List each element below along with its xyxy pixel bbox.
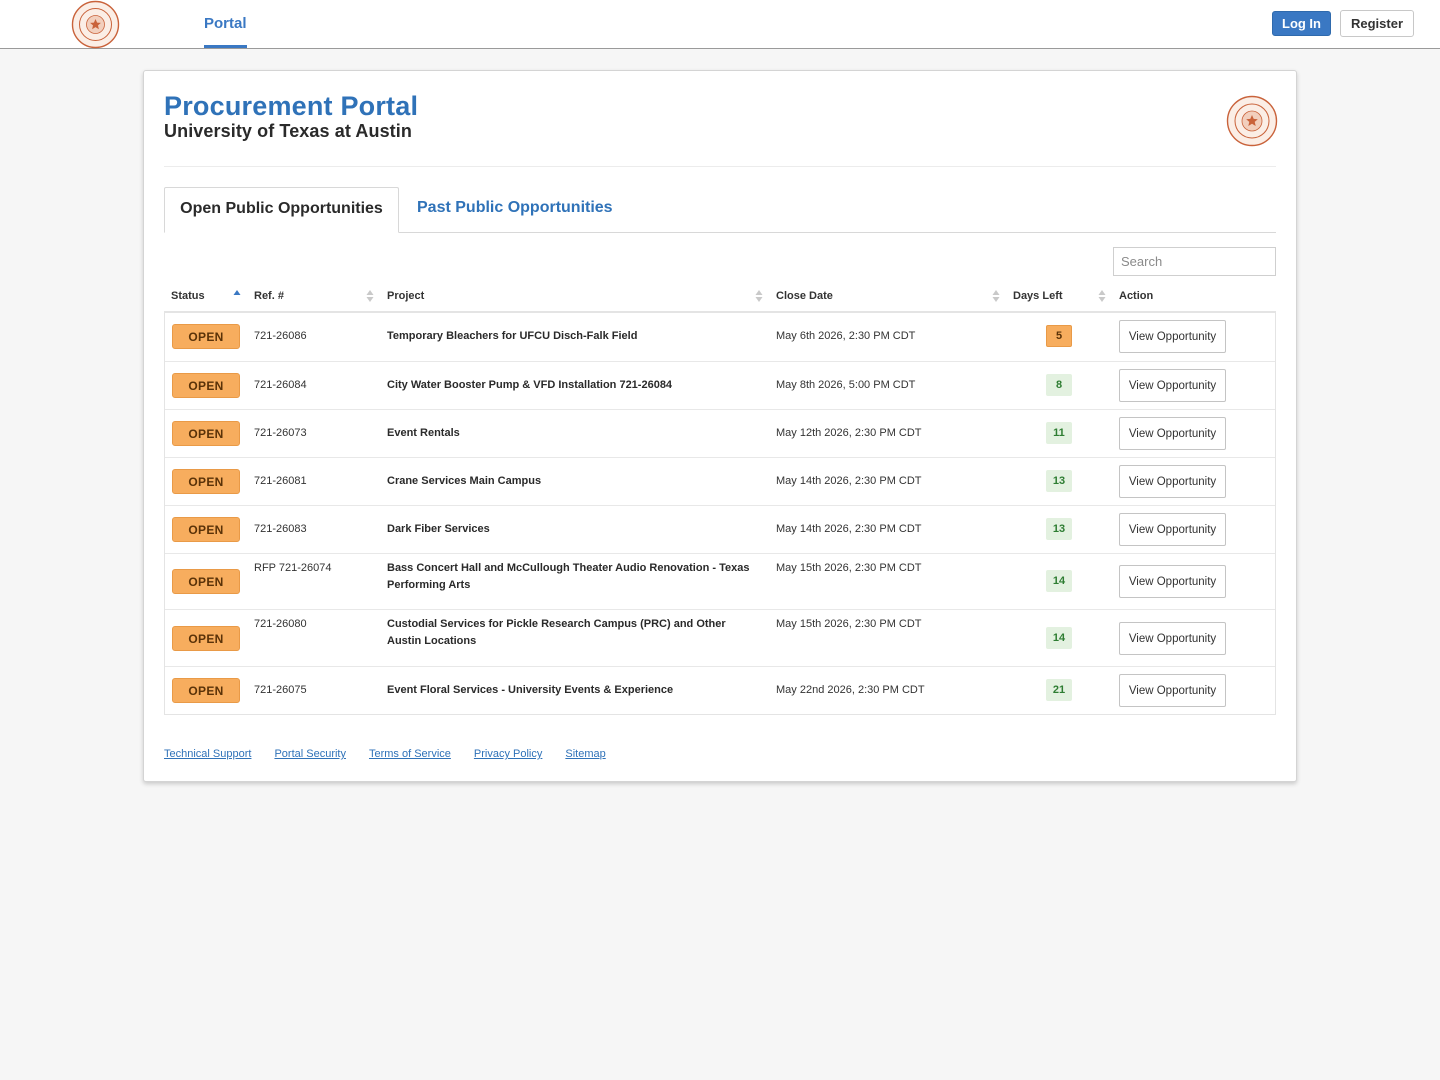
days-left-badge: 5	[1046, 325, 1072, 347]
view-opportunity-button[interactable]: View Opportunity	[1119, 369, 1226, 402]
days-left-badge: 11	[1046, 422, 1072, 444]
status-badge: OPEN	[172, 373, 240, 398]
search-input[interactable]	[1113, 247, 1276, 276]
status-badge: OPEN	[172, 421, 240, 446]
close-date: May 14th 2026, 2:30 PM CDT	[776, 523, 922, 535]
ref-number: 721-26081	[254, 475, 307, 487]
sort-icon[interactable]	[992, 289, 1000, 303]
project-name: Bass Concert Hall and McCullough Theater…	[387, 562, 750, 591]
close-date: May 8th 2026, 5:00 PM CDT	[776, 379, 916, 391]
table-row: OPEN 721-26086 Temporary Bleachers for UFC…	[165, 313, 1275, 361]
register-button[interactable]: Register	[1340, 10, 1414, 37]
status-badge: OPEN	[172, 324, 240, 349]
ref-number: 721-26083	[254, 523, 307, 535]
ref-number: 721-26073	[254, 427, 307, 439]
table-row: OPEN 721-26073 Event Rentals May 12th 2026,…	[165, 409, 1275, 457]
footer-link-technical-support[interactable]: Technical Support	[164, 748, 252, 760]
footer-link-terms-of-service[interactable]: Terms of Service	[368, 748, 451, 760]
status-badge: OPEN	[172, 678, 240, 703]
status-badge: OPEN	[172, 517, 240, 542]
project-name: Event Floral Services - University Event…	[387, 684, 674, 696]
days-left-badge: 13	[1046, 470, 1072, 492]
days-left-badge: 21	[1046, 679, 1072, 701]
ref-number: 721-26080	[254, 618, 307, 630]
table-header: Status Ref. # Project Close Date Days Le…	[164, 281, 1276, 313]
column-header-days-left[interactable]: Days Left	[1013, 290, 1063, 302]
project-name: Temporary Bleachers for UFCU Disch-Falk …	[387, 330, 638, 342]
days-left-badge: 14	[1046, 627, 1072, 649]
top-navbar: Portal Log In Register	[0, 0, 1440, 49]
table-row: OPEN 721-26080 Custodial Services for Pick…	[165, 609, 1275, 666]
table-row: OPEN 721-26083 Dark Fiber Services May 14th…	[165, 505, 1275, 553]
view-opportunity-button[interactable]: View Opportunity	[1119, 565, 1226, 598]
column-header-project[interactable]: Project	[387, 290, 425, 302]
view-opportunity-button[interactable]: View Opportunity	[1119, 417, 1226, 450]
nav-tab-portal[interactable]: Portal	[204, 0, 247, 48]
table-row: OPEN 721-26084 City Water Booster Pump & V…	[165, 361, 1275, 409]
column-header-status[interactable]: Status	[171, 290, 205, 302]
project-name: Event Rentals	[387, 427, 460, 439]
ref-number: RFP 721-26074	[254, 562, 332, 574]
ref-number: 721-26084	[254, 379, 307, 391]
university-seal-logo[interactable]	[71, 0, 120, 49]
ref-number: 721-26075	[254, 684, 307, 696]
project-name: Dark Fiber Services	[387, 523, 490, 535]
sort-ascending-icon[interactable]	[233, 289, 241, 303]
table-row: OPEN RFP 721-26074 Bass Concert Hall and M…	[165, 553, 1275, 609]
close-date: May 15th 2026, 2:30 PM CDT	[776, 618, 922, 630]
tab-past-opportunities[interactable]: Past Public Opportunities	[417, 199, 613, 216]
table-row: OPEN 721-26075 Event Floral Services - Uni…	[165, 666, 1275, 714]
opportunity-tabs: Open Public Opportunities Past Public Op…	[164, 187, 1276, 233]
project-name: Custodial Services for Pickle Research C…	[387, 618, 726, 647]
column-header-ref[interactable]: Ref. #	[254, 290, 284, 302]
status-badge: OPEN	[172, 626, 240, 651]
view-opportunity-button[interactable]: View Opportunity	[1119, 622, 1226, 655]
main-card: Procurement Portal University of Texas a…	[143, 70, 1297, 782]
view-opportunity-button[interactable]: View Opportunity	[1119, 513, 1226, 546]
close-date: May 6th 2026, 2:30 PM CDT	[776, 330, 916, 342]
close-date: May 15th 2026, 2:30 PM CDT	[776, 562, 922, 574]
project-name: City Water Booster Pump & VFD Installati…	[387, 379, 673, 391]
view-opportunity-button[interactable]: View Opportunity	[1119, 320, 1226, 353]
project-name: Crane Services Main Campus	[387, 475, 542, 487]
column-header-action: Action	[1119, 290, 1154, 302]
column-header-close-date[interactable]: Close Date	[776, 290, 833, 302]
opportunities-table: Status Ref. # Project Close Date Days Le…	[164, 281, 1276, 715]
sort-icon[interactable]	[755, 289, 763, 303]
footer-links: Technical Support Portal Security Terms of…	[164, 748, 606, 760]
login-button[interactable]: Log In	[1272, 11, 1331, 36]
page-subtitle: University of Texas at Austin	[164, 121, 412, 141]
days-left-badge: 8	[1046, 374, 1072, 396]
view-opportunity-button[interactable]: View Opportunity	[1119, 674, 1226, 707]
table-row: OPEN 721-26081 Crane Services Main Campus M…	[165, 457, 1275, 505]
university-seal-icon	[1226, 95, 1278, 147]
ref-number: 721-26086	[254, 330, 307, 342]
sort-icon[interactable]	[1098, 289, 1106, 303]
days-left-badge: 14	[1046, 570, 1072, 592]
footer-link-privacy-policy[interactable]: Privacy Policy	[473, 748, 543, 760]
days-left-badge: 13	[1046, 518, 1072, 540]
status-badge: OPEN	[172, 469, 240, 494]
page-title: Procurement Portal	[164, 91, 419, 121]
footer-link-sitemap[interactable]: Sitemap	[565, 748, 606, 760]
tab-open-opportunities[interactable]: Open Public Opportunities	[164, 187, 399, 233]
close-date: May 12th 2026, 2:30 PM CDT	[776, 427, 922, 439]
table-body: OPEN 721-26086 Temporary Bleachers for UFC…	[164, 313, 1276, 715]
header-divider	[164, 166, 1276, 167]
sort-icon[interactable]	[366, 289, 374, 303]
status-badge: OPEN	[172, 569, 240, 594]
view-opportunity-button[interactable]: View Opportunity	[1119, 465, 1226, 498]
footer-link-portal-security[interactable]: Portal Security	[274, 748, 346, 760]
close-date: May 14th 2026, 2:30 PM CDT	[776, 475, 922, 487]
close-date: May 22nd 2026, 2:30 PM CDT	[776, 684, 925, 696]
